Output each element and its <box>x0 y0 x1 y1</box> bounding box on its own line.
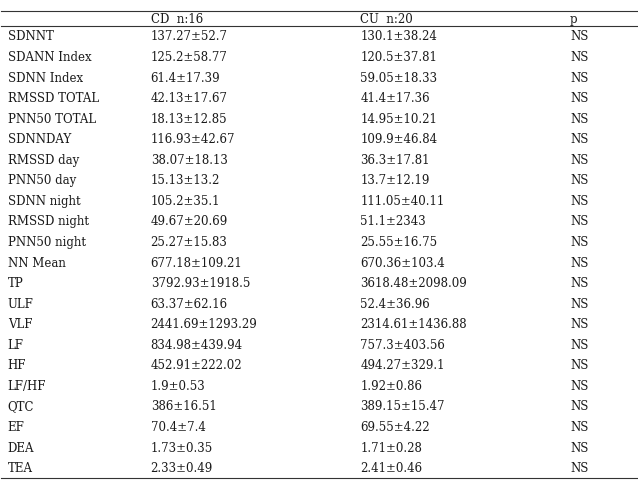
Text: DEA: DEA <box>8 441 34 454</box>
Text: 494.27±329.1: 494.27±329.1 <box>360 359 445 371</box>
Text: 63.37±62.16: 63.37±62.16 <box>151 297 228 310</box>
Text: 120.5±37.81: 120.5±37.81 <box>360 51 437 64</box>
Text: 18.13±12.85: 18.13±12.85 <box>151 112 227 125</box>
Text: 42.13±17.67: 42.13±17.67 <box>151 92 228 105</box>
Text: 36.3±17.81: 36.3±17.81 <box>360 153 430 166</box>
Text: 51.1±2343: 51.1±2343 <box>360 215 426 228</box>
Text: 116.93±42.67: 116.93±42.67 <box>151 133 235 146</box>
Text: NS: NS <box>570 461 588 474</box>
Text: NS: NS <box>570 30 588 43</box>
Text: SDNNT: SDNNT <box>8 30 54 43</box>
Text: PNN50 day: PNN50 day <box>8 174 76 187</box>
Text: 834.98±439.94: 834.98±439.94 <box>151 338 243 351</box>
Text: NS: NS <box>570 174 588 187</box>
Text: 130.1±38.24: 130.1±38.24 <box>360 30 437 43</box>
Text: SDNN night: SDNN night <box>8 195 80 207</box>
Text: 1.9±0.53: 1.9±0.53 <box>151 379 205 392</box>
Text: p: p <box>570 13 577 26</box>
Text: 41.4±17.36: 41.4±17.36 <box>360 92 430 105</box>
Text: 59.05±18.33: 59.05±18.33 <box>360 71 438 84</box>
Text: 125.2±58.77: 125.2±58.77 <box>151 51 228 64</box>
Text: NS: NS <box>570 153 588 166</box>
Text: 13.7±12.19: 13.7±12.19 <box>360 174 429 187</box>
Text: NS: NS <box>570 256 588 269</box>
Text: 670.36±103.4: 670.36±103.4 <box>360 256 445 269</box>
Text: 49.67±20.69: 49.67±20.69 <box>151 215 228 228</box>
Text: NS: NS <box>570 71 588 84</box>
Text: 677.18±109.21: 677.18±109.21 <box>151 256 242 269</box>
Text: TP: TP <box>8 277 24 289</box>
Text: 452.91±222.02: 452.91±222.02 <box>151 359 242 371</box>
Text: EF: EF <box>8 420 25 433</box>
Text: 14.95±10.21: 14.95±10.21 <box>360 112 437 125</box>
Text: NS: NS <box>570 195 588 207</box>
Text: 38.07±18.13: 38.07±18.13 <box>151 153 228 166</box>
Text: NS: NS <box>570 297 588 310</box>
Text: 2.41±0.46: 2.41±0.46 <box>360 461 422 474</box>
Text: QTC: QTC <box>8 400 34 412</box>
Text: NS: NS <box>570 277 588 289</box>
Text: NS: NS <box>570 379 588 392</box>
Text: 2314.61±1436.88: 2314.61±1436.88 <box>360 318 467 330</box>
Text: ULF: ULF <box>8 297 34 310</box>
Text: 109.9±46.84: 109.9±46.84 <box>360 133 438 146</box>
Text: NS: NS <box>570 215 588 228</box>
Text: NS: NS <box>570 420 588 433</box>
Text: 389.15±15.47: 389.15±15.47 <box>360 400 445 412</box>
Text: CU  n:20: CU n:20 <box>360 13 413 26</box>
Text: NS: NS <box>570 236 588 248</box>
Text: RMSSD TOTAL: RMSSD TOTAL <box>8 92 99 105</box>
Text: 2.33±0.49: 2.33±0.49 <box>151 461 213 474</box>
Text: 52.4±36.96: 52.4±36.96 <box>360 297 430 310</box>
Text: 25.55±16.75: 25.55±16.75 <box>360 236 438 248</box>
Text: NS: NS <box>570 400 588 412</box>
Text: 137.27±52.7: 137.27±52.7 <box>151 30 228 43</box>
Text: 1.71±0.28: 1.71±0.28 <box>360 441 422 454</box>
Text: CD  n:16: CD n:16 <box>151 13 203 26</box>
Text: SDNNDAY: SDNNDAY <box>8 133 71 146</box>
Text: NS: NS <box>570 51 588 64</box>
Text: 757.3±403.56: 757.3±403.56 <box>360 338 445 351</box>
Text: RMSSD night: RMSSD night <box>8 215 89 228</box>
Text: VLF: VLF <box>8 318 33 330</box>
Text: NS: NS <box>570 338 588 351</box>
Text: HF: HF <box>8 359 26 371</box>
Text: SDNN Index: SDNN Index <box>8 71 83 84</box>
Text: PNN50 TOTAL: PNN50 TOTAL <box>8 112 96 125</box>
Text: 69.55±4.22: 69.55±4.22 <box>360 420 430 433</box>
Text: NS: NS <box>570 318 588 330</box>
Text: PNN50 night: PNN50 night <box>8 236 85 248</box>
Text: 3792.93±1918.5: 3792.93±1918.5 <box>151 277 250 289</box>
Text: 61.4±17.39: 61.4±17.39 <box>151 71 220 84</box>
Text: 25.27±15.83: 25.27±15.83 <box>151 236 228 248</box>
Text: NS: NS <box>570 112 588 125</box>
Text: NS: NS <box>570 359 588 371</box>
Text: SDANN Index: SDANN Index <box>8 51 91 64</box>
Text: TEA: TEA <box>8 461 33 474</box>
Text: 386±16.51: 386±16.51 <box>151 400 216 412</box>
Text: RMSSD day: RMSSD day <box>8 153 79 166</box>
Text: 1.73±0.35: 1.73±0.35 <box>151 441 213 454</box>
Text: NS: NS <box>570 92 588 105</box>
Text: NN Mean: NN Mean <box>8 256 66 269</box>
Text: 105.2±35.1: 105.2±35.1 <box>151 195 220 207</box>
Text: 3618.48±2098.09: 3618.48±2098.09 <box>360 277 467 289</box>
Text: 111.05±40.11: 111.05±40.11 <box>360 195 445 207</box>
Text: NS: NS <box>570 441 588 454</box>
Text: LF: LF <box>8 338 24 351</box>
Text: 1.92±0.86: 1.92±0.86 <box>360 379 422 392</box>
Text: LF/HF: LF/HF <box>8 379 46 392</box>
Text: 70.4±7.4: 70.4±7.4 <box>151 420 205 433</box>
Text: NS: NS <box>570 133 588 146</box>
Text: 15.13±13.2: 15.13±13.2 <box>151 174 220 187</box>
Text: 2441.69±1293.29: 2441.69±1293.29 <box>151 318 257 330</box>
